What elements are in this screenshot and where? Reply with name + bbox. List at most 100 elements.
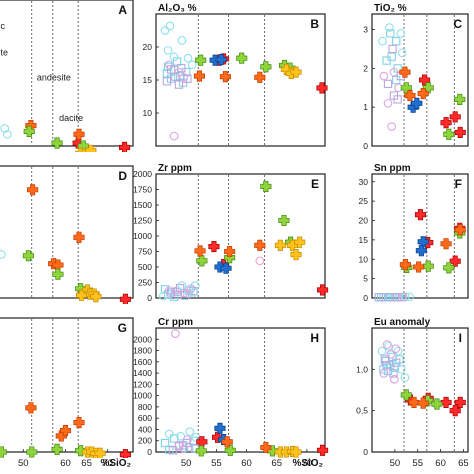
data-point-cross-red: [449, 255, 461, 267]
data-point-cross-green: [52, 268, 64, 280]
plot-frame: [371, 173, 469, 299]
y-tick-label: 0: [147, 447, 152, 457]
data-point-square-lilac: [380, 355, 389, 364]
data-point-cross-orange: [219, 71, 231, 83]
data-point-cross-blue: [417, 236, 429, 248]
data-point-cross-orange: [440, 238, 452, 250]
data-point-square-cyan: [160, 438, 170, 448]
data-point-square-lilac: [189, 287, 198, 296]
panel-letter: H: [310, 331, 319, 345]
data-point-cross-orange: [399, 259, 411, 271]
data-point-square-cyan: [379, 293, 388, 302]
data-point-cross-orange: [254, 239, 266, 251]
data-point-cross-green: [51, 443, 63, 455]
panel-i: 0 0,5 1,0 50 55 60 65 Eu anomaly I: [356, 317, 469, 469]
data-point-circle-cyan: [177, 36, 187, 45]
y-tick-label: 25: [359, 196, 369, 206]
data-point-cross-blue: [411, 97, 423, 109]
data-point-cross-yellow: [94, 447, 106, 458]
data-point-circle-cyan: [160, 26, 170, 35]
data-point-circle-cyan: [393, 346, 403, 356]
y-tick-label: 1800: [133, 346, 152, 356]
data-point-cross-green: [0, 446, 7, 458]
data-point-cross-red: [317, 444, 329, 456]
data-point-circle-lilac: [179, 288, 189, 298]
data-point-circle-cyan: [378, 36, 387, 46]
panel-letter: D: [118, 169, 127, 183]
data-point-circle-lilac: [379, 369, 389, 378]
data-point-circle-cyan: [377, 346, 387, 356]
panel-letter: A: [118, 3, 127, 17]
panel-letter: I: [459, 331, 462, 345]
data-point-circle-lilac: [169, 131, 179, 141]
data-point-cross-orange: [59, 425, 72, 437]
panel-e: 0 250 500 750 1000 1250 1500 1750 2000 Zr ppm E: [133, 163, 329, 303]
y-tick-label: 1600: [133, 357, 152, 367]
data-point-cross-orange: [73, 128, 85, 140]
data-point-square-lilac: [383, 79, 393, 89]
data-point-circle-cyan: [169, 52, 179, 62]
data-point-cross-green: [195, 445, 207, 457]
x-tick-label: 60: [435, 458, 446, 469]
plot-frame: [155, 173, 326, 299]
data-point-cross-green: [196, 255, 208, 267]
panel-c: 0 1 2 3 TiO₂ % C: [363, 3, 469, 151]
data-points: [374, 209, 466, 302]
y-tick-label: 1400: [133, 368, 152, 378]
data-point-circle-lilac: [389, 67, 399, 77]
panel-letter: E: [311, 177, 319, 191]
data-point-cross-green: [431, 398, 443, 410]
data-point-cross-red: [440, 396, 452, 408]
data-points: [378, 23, 466, 140]
y-tick-label: 0: [147, 293, 152, 303]
data-point-cross-blue: [214, 422, 226, 434]
y-tick-label: 0: [363, 447, 368, 457]
y-tick-label: 15: [359, 235, 369, 245]
data-point-cross-blue: [415, 245, 427, 257]
data-point-cross-red: [119, 449, 131, 458]
y-tick-label: 20: [143, 42, 153, 52]
data-point-cross-blue: [214, 261, 226, 273]
data-point-cross-red: [454, 396, 466, 408]
y-tick-label: 250: [138, 278, 152, 288]
data-point-square-cyan: [163, 290, 173, 299]
data-points: [0, 402, 131, 458]
data-point-square-cyan: [386, 29, 395, 38]
plot-frame: [155, 327, 326, 453]
data-points: [377, 340, 466, 417]
data-point-square-lilac: [382, 361, 391, 370]
data-point-circle-lilac: [179, 73, 189, 82]
y-tick-label: 1000: [133, 391, 152, 401]
data-point-circle-cyan: [185, 427, 195, 437]
data-point-cross-red: [119, 141, 131, 152]
data-point-circle-cyan: [158, 291, 168, 301]
data-point-cross-red: [196, 436, 208, 448]
data-points: [0, 120, 131, 152]
data-point-cross-green: [195, 54, 207, 66]
data-point-circle-lilac: [170, 286, 180, 296]
data-point-circle-cyan: [163, 45, 173, 55]
data-point-circle-lilac: [174, 67, 184, 77]
data-point-cross-orange: [25, 402, 37, 414]
data-point-cross-green: [260, 61, 272, 73]
y-tick-label: 10: [359, 254, 369, 264]
data-point-circle-lilac: [398, 292, 408, 302]
data-point-square-cyan: [166, 74, 176, 83]
data-point-cross-red: [212, 431, 224, 443]
data-point-circle-lilac: [379, 71, 389, 81]
data-point-cross-red: [454, 126, 466, 138]
data-point-cross-green: [443, 262, 455, 274]
panel-title: Cr ppm: [158, 317, 193, 328]
y-tick-label: 0: [363, 141, 368, 151]
data-point-square-lilac: [389, 91, 399, 100]
rock-type-label: andesite: [37, 72, 71, 82]
data-point-cross-green: [400, 389, 412, 401]
y-tick-label: 10: [143, 108, 153, 118]
data-points: [160, 329, 329, 458]
data-point-cross-red: [317, 284, 329, 296]
y-tick-label: 1500: [133, 200, 152, 210]
panel-a: Ac te andesite dacite: [0, 0, 134, 152]
data-points: [158, 180, 329, 301]
